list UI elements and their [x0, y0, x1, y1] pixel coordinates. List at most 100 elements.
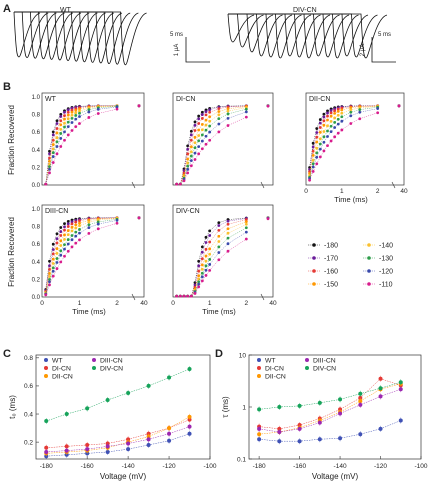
data-point [70, 225, 74, 229]
data-point [189, 129, 193, 133]
data-point [340, 115, 344, 119]
data-point [333, 116, 337, 120]
data-point [66, 117, 70, 121]
current-trace [14, 11, 82, 61]
recovery-plot-div-cn [172, 204, 274, 301]
data-point [257, 437, 262, 442]
legend-marker [92, 366, 96, 370]
y-tick-label: 0.6 [24, 383, 33, 390]
y-tick-label: 0.4 [24, 411, 33, 418]
data-point [59, 249, 63, 253]
data-point [87, 223, 91, 227]
y-tick-label: 0.2 [32, 165, 41, 171]
data-point [244, 220, 248, 224]
current-trace [14, 11, 123, 64]
recovery-fit-line [45, 105, 118, 185]
scalebar-current-wt: 1 µA [174, 44, 180, 56]
data-point [126, 390, 131, 395]
current-trace [228, 13, 369, 57]
data-point [167, 375, 172, 380]
recovery-fit-line [176, 232, 247, 297]
data-point [197, 269, 201, 273]
data-point [338, 411, 343, 416]
data-point [349, 110, 353, 114]
recovery-fit-line [176, 219, 247, 297]
data-point [200, 110, 204, 114]
y-axis-label: Fraction Recovered [7, 105, 16, 175]
legend-label-di-cn: DI-CN [52, 366, 71, 373]
data-point [333, 121, 337, 124]
data-point [322, 149, 326, 153]
data-point [217, 110, 221, 113]
data-point [204, 264, 208, 268]
data-point [308, 178, 311, 182]
data-point [315, 135, 319, 139]
data-point [51, 130, 55, 134]
data-point [208, 130, 212, 134]
data-point [318, 155, 322, 159]
data-point [333, 112, 337, 115]
data-point [226, 124, 230, 127]
current-trace [14, 11, 98, 62]
recovery-fit-line [176, 217, 247, 297]
data-point [48, 278, 51, 281]
data-point [63, 125, 66, 129]
recovery-fit-line [176, 227, 247, 297]
data-point [193, 135, 197, 139]
data-point [85, 447, 90, 452]
data-point [51, 138, 55, 142]
x-tick-label: -180 [40, 463, 53, 470]
data-point [96, 220, 100, 224]
data-point [74, 125, 78, 129]
data-point [297, 403, 302, 408]
data-point [200, 267, 204, 271]
data-point [51, 274, 55, 278]
data-point [197, 264, 201, 268]
data-point [44, 445, 49, 450]
current-trace [228, 13, 264, 48]
data-point [66, 125, 70, 129]
series-line-diii-cn [259, 388, 401, 433]
data-point [55, 145, 59, 148]
data-point [193, 129, 197, 132]
data-point [204, 235, 208, 239]
data-point [51, 147, 55, 151]
subplot-title-wt: WT [45, 96, 57, 103]
data-point [226, 236, 230, 240]
x-tick-label: -140 [334, 463, 347, 470]
data-point [48, 272, 51, 275]
data-point [200, 279, 204, 283]
data-point [226, 112, 230, 116]
x-tick-label: 40 [400, 188, 408, 195]
scalebar-current-div-cn: 2 µA [360, 44, 366, 56]
data-point [51, 252, 55, 256]
data-point [322, 135, 326, 139]
legend-marker [367, 269, 371, 273]
data-point [167, 431, 172, 436]
data-point [187, 431, 192, 436]
y-tick-label: 0.2 [32, 277, 41, 283]
data-point [208, 234, 212, 237]
data-point [336, 131, 340, 135]
y-tick-label: 0.2 [24, 439, 33, 446]
data-point [376, 111, 380, 115]
data-point [137, 104, 141, 108]
trace-title-wt: WT [60, 7, 72, 14]
data-point [358, 402, 363, 407]
data-point [197, 285, 201, 289]
data-point [186, 171, 190, 175]
data-point [340, 128, 344, 132]
data-point [66, 133, 70, 137]
data-point [217, 130, 221, 134]
data-point [187, 414, 192, 419]
data-point [217, 245, 221, 249]
data-point [208, 138, 212, 142]
current-trace [14, 11, 114, 63]
data-point [315, 146, 319, 150]
data-point [78, 115, 81, 118]
data-point [175, 294, 179, 298]
data-point [78, 221, 81, 225]
y-tick-label: 0.0 [32, 295, 41, 301]
current-trace [228, 13, 293, 58]
data-point [208, 115, 212, 119]
